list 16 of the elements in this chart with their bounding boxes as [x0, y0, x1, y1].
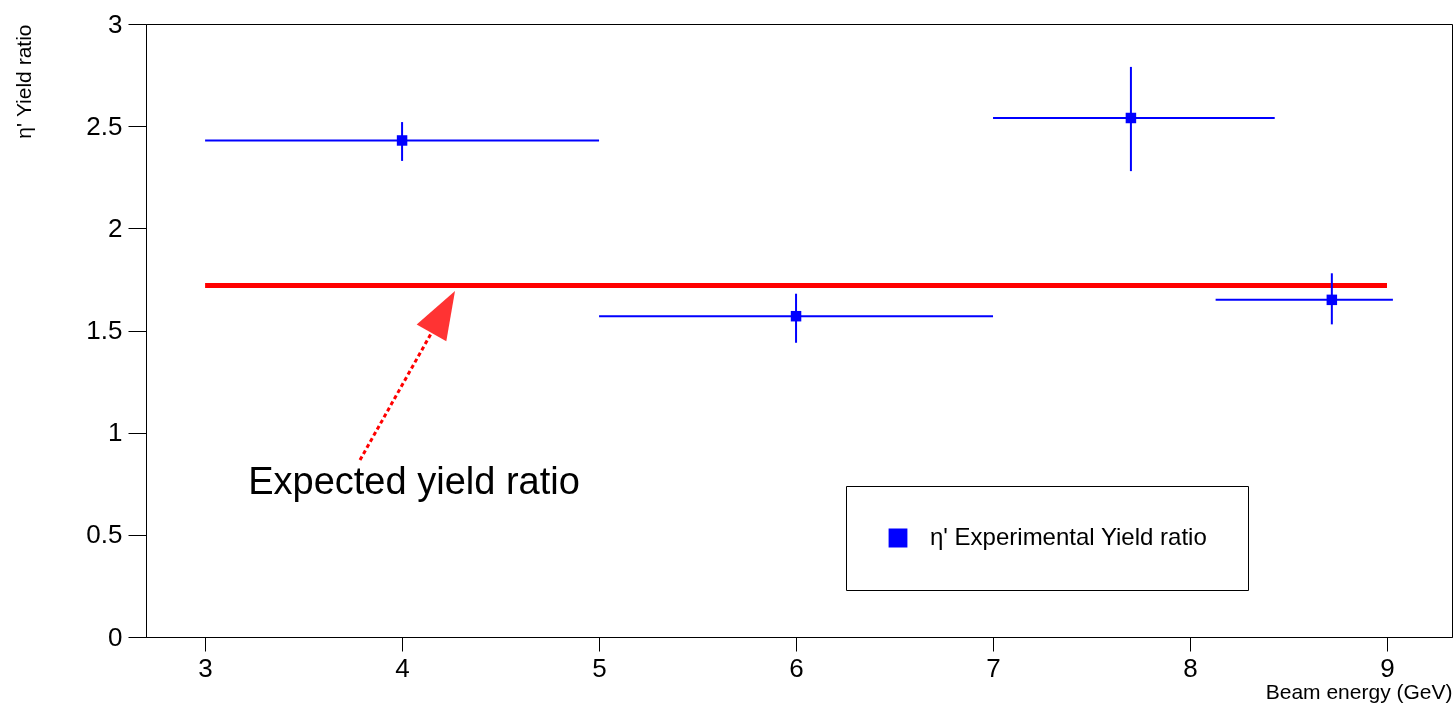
y-tick-label: 1.5: [86, 315, 123, 345]
legend-label: η' Experimental Yield ratio: [930, 523, 1207, 550]
x-tick-label: 7: [986, 652, 1001, 683]
y-tick-label: 2: [108, 212, 123, 243]
y-tick-label: 2.5: [86, 110, 123, 141]
x-tick-label: 8: [1183, 652, 1198, 683]
x-tick-label: 4: [395, 652, 410, 683]
y-axis-title: η' Yield ratio: [11, 24, 35, 139]
y-tick-label: 0: [108, 621, 123, 652]
y-tick-label: 1: [108, 417, 123, 448]
x-tick-label: 5: [592, 652, 607, 683]
x-tick-label: 6: [789, 652, 804, 683]
y-tick-label: 3: [108, 8, 123, 39]
x-tick-label: 3: [198, 652, 213, 683]
y-tick-label: 0.5: [86, 519, 123, 550]
annotation: Expected yield ratio: [248, 460, 580, 502]
